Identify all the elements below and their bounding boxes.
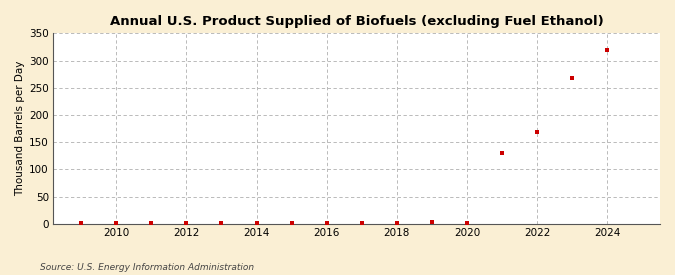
Point [532, 130, 543, 134]
Y-axis label: Thousand Barrels per Day: Thousand Barrels per Day [15, 61, 25, 196]
Title: Annual U.S. Product Supplied of Biofuels (excluding Fuel Ethanol): Annual U.S. Product Supplied of Biofuels… [109, 15, 603, 28]
Point [567, 76, 578, 80]
Text: Source: U.S. Energy Information Administration: Source: U.S. Energy Information Administ… [40, 263, 254, 272]
Point [602, 48, 613, 52]
Point [76, 221, 86, 226]
Point [181, 221, 192, 226]
Point [111, 221, 122, 226]
Point [462, 221, 472, 225]
Point [497, 151, 508, 155]
Point [216, 221, 227, 225]
Point [321, 221, 332, 225]
Point [146, 221, 157, 226]
Point [356, 221, 367, 225]
Point [286, 221, 297, 225]
Point [251, 221, 262, 225]
Point [392, 221, 402, 225]
Point [427, 220, 437, 224]
